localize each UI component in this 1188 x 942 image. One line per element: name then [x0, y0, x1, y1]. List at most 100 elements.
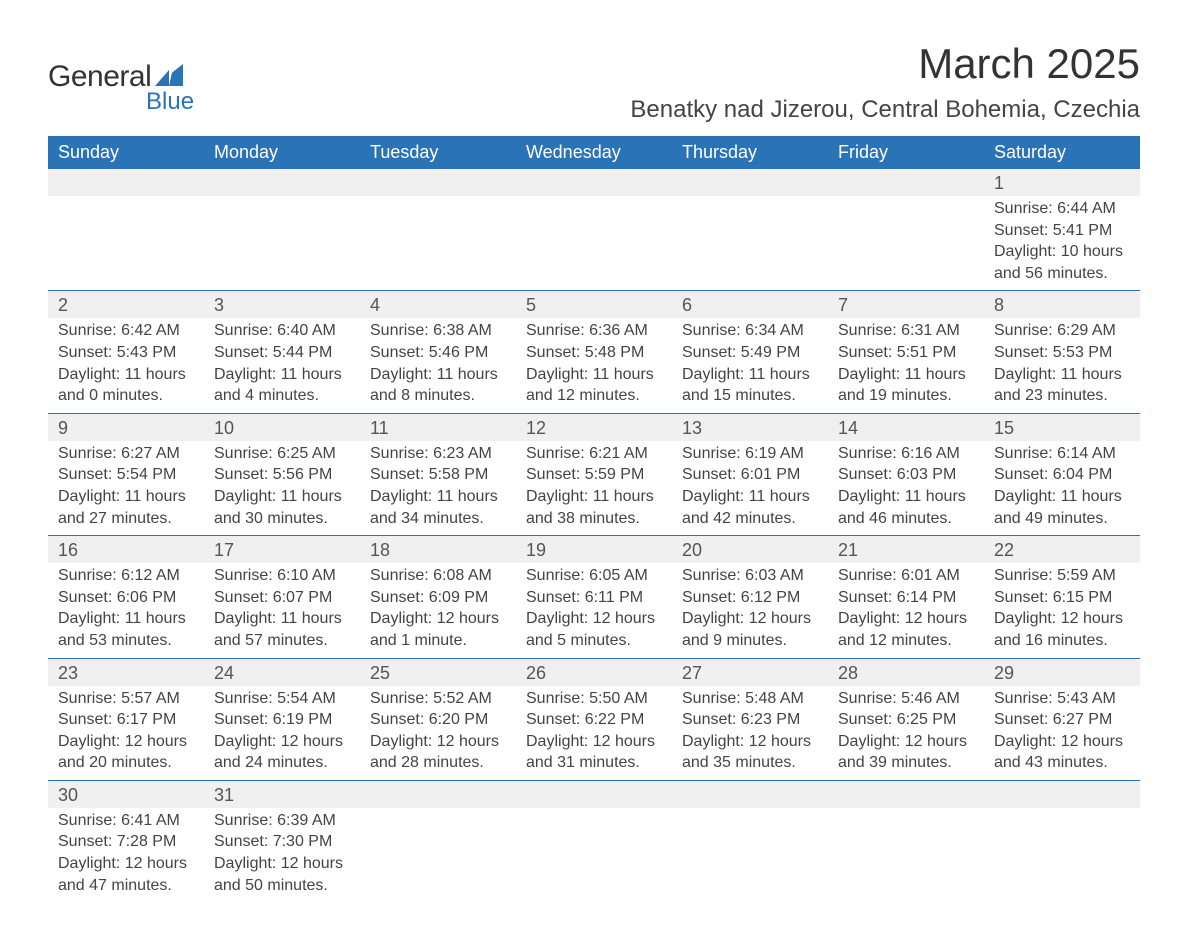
day-info-line: Sunset: 5:43 PM	[58, 342, 194, 364]
day-info-line: Sunset: 6:07 PM	[214, 587, 350, 609]
day-info-cell	[828, 196, 984, 291]
day-info-cell	[360, 808, 516, 902]
day-info-cell: Sunrise: 5:50 AMSunset: 6:22 PMDaylight:…	[516, 686, 672, 781]
day-number-cell: 20	[672, 536, 828, 564]
day-info-cell: Sunrise: 6:01 AMSunset: 6:14 PMDaylight:…	[828, 563, 984, 658]
day-info-line: Sunset: 5:54 PM	[58, 464, 194, 486]
col-header: Monday	[204, 136, 360, 169]
day-info-line: Sunset: 6:25 PM	[838, 709, 974, 731]
day-info-line: Sunrise: 5:50 AM	[526, 688, 662, 710]
day-info-line: Sunset: 5:49 PM	[682, 342, 818, 364]
daynum-row: 23242526272829	[48, 658, 1140, 686]
day-info-line: Sunset: 6:11 PM	[526, 587, 662, 609]
brand-logo: General Blue	[48, 60, 194, 116]
day-info-cell	[48, 196, 204, 291]
day-info-cell: Sunrise: 6:25 AMSunset: 5:56 PMDaylight:…	[204, 441, 360, 536]
day-info-cell: Sunrise: 6:19 AMSunset: 6:01 PMDaylight:…	[672, 441, 828, 536]
day-number-cell: 17	[204, 536, 360, 564]
brand-word2: Blue	[146, 88, 194, 116]
day-number-cell: 15	[984, 413, 1140, 441]
day-info-line: Sunrise: 6:39 AM	[214, 810, 350, 832]
day-number-cell	[48, 169, 204, 196]
day-info-line: Daylight: 11 hours and 15 minutes.	[682, 364, 818, 407]
day-info-line: Daylight: 12 hours and 43 minutes.	[994, 731, 1130, 774]
day-info-cell: Sunrise: 6:40 AMSunset: 5:44 PMDaylight:…	[204, 318, 360, 413]
day-info-line: Daylight: 11 hours and 49 minutes.	[994, 486, 1130, 529]
day-info-cell	[828, 808, 984, 902]
day-info-cell: Sunrise: 5:46 AMSunset: 6:25 PMDaylight:…	[828, 686, 984, 781]
day-info-cell: Sunrise: 5:48 AMSunset: 6:23 PMDaylight:…	[672, 686, 828, 781]
col-header: Wednesday	[516, 136, 672, 169]
day-number-cell	[828, 780, 984, 808]
daynum-row: 2345678	[48, 291, 1140, 319]
day-info-cell: Sunrise: 6:23 AMSunset: 5:58 PMDaylight:…	[360, 441, 516, 536]
day-info-line: Sunrise: 6:42 AM	[58, 320, 194, 342]
day-info-line: Sunset: 5:59 PM	[526, 464, 662, 486]
info-row: Sunrise: 6:27 AMSunset: 5:54 PMDaylight:…	[48, 441, 1140, 536]
day-info-line: Sunrise: 6:12 AM	[58, 565, 194, 587]
day-number-cell	[516, 169, 672, 196]
day-info-line: Sunset: 6:22 PM	[526, 709, 662, 731]
day-info-line: Daylight: 11 hours and 42 minutes.	[682, 486, 818, 529]
month-title: March 2025	[630, 40, 1140, 88]
day-info-line: Sunrise: 5:54 AM	[214, 688, 350, 710]
day-info-cell: Sunrise: 6:42 AMSunset: 5:43 PMDaylight:…	[48, 318, 204, 413]
day-number-cell: 11	[360, 413, 516, 441]
day-info-line: Sunrise: 6:29 AM	[994, 320, 1130, 342]
day-info-cell: Sunrise: 5:43 AMSunset: 6:27 PMDaylight:…	[984, 686, 1140, 781]
day-info-line: Sunrise: 5:43 AM	[994, 688, 1130, 710]
day-info-line: Sunrise: 6:23 AM	[370, 443, 506, 465]
daynum-row: 3031	[48, 780, 1140, 808]
day-info-cell: Sunrise: 6:29 AMSunset: 5:53 PMDaylight:…	[984, 318, 1140, 413]
day-info-line: Sunset: 6:20 PM	[370, 709, 506, 731]
day-info-line: Sunrise: 5:52 AM	[370, 688, 506, 710]
day-info-line: Daylight: 11 hours and 4 minutes.	[214, 364, 350, 407]
day-number-cell: 16	[48, 536, 204, 564]
day-number-cell: 19	[516, 536, 672, 564]
day-info-line: Sunrise: 6:01 AM	[838, 565, 974, 587]
day-info-cell: Sunrise: 6:10 AMSunset: 6:07 PMDaylight:…	[204, 563, 360, 658]
day-info-line: Daylight: 11 hours and 38 minutes.	[526, 486, 662, 529]
day-info-cell: Sunrise: 6:39 AMSunset: 7:30 PMDaylight:…	[204, 808, 360, 902]
day-number-cell: 24	[204, 658, 360, 686]
info-row: Sunrise: 6:44 AMSunset: 5:41 PMDaylight:…	[48, 196, 1140, 291]
day-info-cell: Sunrise: 6:34 AMSunset: 5:49 PMDaylight:…	[672, 318, 828, 413]
day-info-line: Sunset: 6:12 PM	[682, 587, 818, 609]
day-info-cell: Sunrise: 6:36 AMSunset: 5:48 PMDaylight:…	[516, 318, 672, 413]
day-info-line: Sunset: 5:48 PM	[526, 342, 662, 364]
day-info-cell: Sunrise: 6:12 AMSunset: 6:06 PMDaylight:…	[48, 563, 204, 658]
day-info-line: Daylight: 11 hours and 57 minutes.	[214, 608, 350, 651]
day-info-line: Sunrise: 6:34 AM	[682, 320, 818, 342]
day-info-line: Sunset: 5:46 PM	[370, 342, 506, 364]
day-number-cell: 18	[360, 536, 516, 564]
day-info-line: Sunset: 5:51 PM	[838, 342, 974, 364]
day-info-line: Sunset: 5:56 PM	[214, 464, 350, 486]
day-number-cell: 25	[360, 658, 516, 686]
col-header: Friday	[828, 136, 984, 169]
day-info-cell: Sunrise: 6:05 AMSunset: 6:11 PMDaylight:…	[516, 563, 672, 658]
day-info-line: Sunrise: 6:21 AM	[526, 443, 662, 465]
day-info-line: Daylight: 12 hours and 9 minutes.	[682, 608, 818, 651]
day-info-line: Sunrise: 6:25 AM	[214, 443, 350, 465]
day-number-cell: 10	[204, 413, 360, 441]
day-info-line: Sunrise: 6:19 AM	[682, 443, 818, 465]
day-info-cell: Sunrise: 6:38 AMSunset: 5:46 PMDaylight:…	[360, 318, 516, 413]
day-info-line: Sunrise: 6:10 AM	[214, 565, 350, 587]
day-number-cell: 27	[672, 658, 828, 686]
day-number-cell: 5	[516, 291, 672, 319]
day-info-cell: Sunrise: 6:44 AMSunset: 5:41 PMDaylight:…	[984, 196, 1140, 291]
day-number-cell: 8	[984, 291, 1140, 319]
col-header: Tuesday	[360, 136, 516, 169]
day-info-cell: Sunrise: 6:31 AMSunset: 5:51 PMDaylight:…	[828, 318, 984, 413]
day-info-line: Sunset: 6:27 PM	[994, 709, 1130, 731]
day-number-cell: 14	[828, 413, 984, 441]
day-info-cell	[672, 808, 828, 902]
day-info-line: Sunset: 7:30 PM	[214, 831, 350, 853]
day-info-line: Sunset: 7:28 PM	[58, 831, 194, 853]
daynum-row: 1	[48, 169, 1140, 196]
day-info-line: Sunrise: 6:31 AM	[838, 320, 974, 342]
day-number-cell	[204, 169, 360, 196]
day-info-line: Daylight: 11 hours and 53 minutes.	[58, 608, 194, 651]
day-info-line: Daylight: 12 hours and 47 minutes.	[58, 853, 194, 896]
day-info-cell: Sunrise: 5:54 AMSunset: 6:19 PMDaylight:…	[204, 686, 360, 781]
